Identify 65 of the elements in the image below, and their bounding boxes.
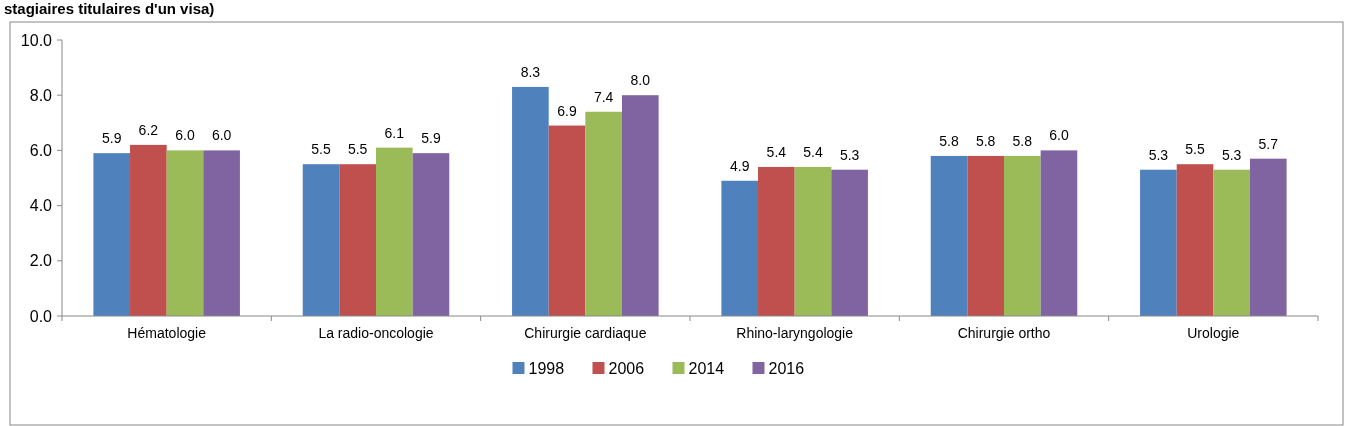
data-label: 5.3 [839,146,860,163]
data-label: 5.5 [1185,141,1205,158]
bar [967,155,1004,316]
data-label: 5.4 [803,143,823,160]
data-label: 7.4 [593,88,614,105]
legend-label: 2016 [768,359,805,377]
x-tick-label: Chirurgie cardiaque [524,325,647,341]
bar [721,180,759,316]
bar [1140,169,1177,316]
data-label: 8.3 [520,63,541,80]
y-tick-label: 10.0 [20,31,53,49]
legend-label: 2014 [688,359,725,377]
bar [339,164,376,316]
data-label: 6.2 [138,121,159,138]
data-label: 5.9 [421,130,441,147]
x-tick-label: Urologie [1187,325,1240,341]
chart-title: stagiaires titulaires d'un visa) [4,0,215,17]
bar [93,153,131,316]
data-label: 5.5 [311,141,331,158]
data-label: 6.0 [175,127,195,144]
bar [302,164,340,316]
bar [585,111,622,316]
data-label: 6.0 [1049,127,1069,144]
bar [203,150,240,316]
data-label: 8.0 [630,72,651,89]
data-label: 5.5 [347,141,368,158]
bar [1004,155,1041,316]
data-label: 5.4 [766,143,787,160]
data-label: 5.9 [101,130,122,147]
data-label: 5.8 [1012,132,1033,149]
bar [412,153,450,316]
bar [1176,164,1214,316]
data-label: 5.3 [1221,146,1242,163]
data-label: 6.0 [211,127,232,144]
bar [794,166,832,316]
bar [621,95,659,316]
data-label: 6.9 [557,102,577,119]
data-label: 5.7 [1258,135,1279,152]
data-label: 5.8 [939,132,959,149]
bar [1213,169,1250,316]
bar [831,169,868,316]
data-label: 5.8 [975,132,996,149]
x-tick-label: Chirurgie ortho [957,325,1051,341]
x-tick-label: La radio-oncologie [318,325,434,341]
bar [1040,150,1078,316]
bar [166,150,204,316]
y-tick-label: 2.0 [29,252,53,270]
bar [1249,158,1287,316]
x-tick-label: Rhino-laryngologie [736,325,854,341]
bar [130,144,167,316]
legend-label: 1998 [528,359,565,377]
y-tick-label: 0.0 [29,307,53,325]
legend-label: 2006 [608,359,645,377]
bar [548,125,586,316]
y-tick-label: 4.0 [29,197,53,215]
x-tick-label: Hématologie [127,325,207,341]
bar [512,86,549,316]
data-label: 6.1 [384,124,405,141]
bar [930,155,968,316]
bar [758,166,795,316]
y-tick-label: 8.0 [29,86,53,104]
bar [376,147,413,316]
data-label: 5.3 [1148,146,1169,163]
data-label: 4.9 [729,157,750,174]
y-tick-label: 6.0 [29,142,53,159]
